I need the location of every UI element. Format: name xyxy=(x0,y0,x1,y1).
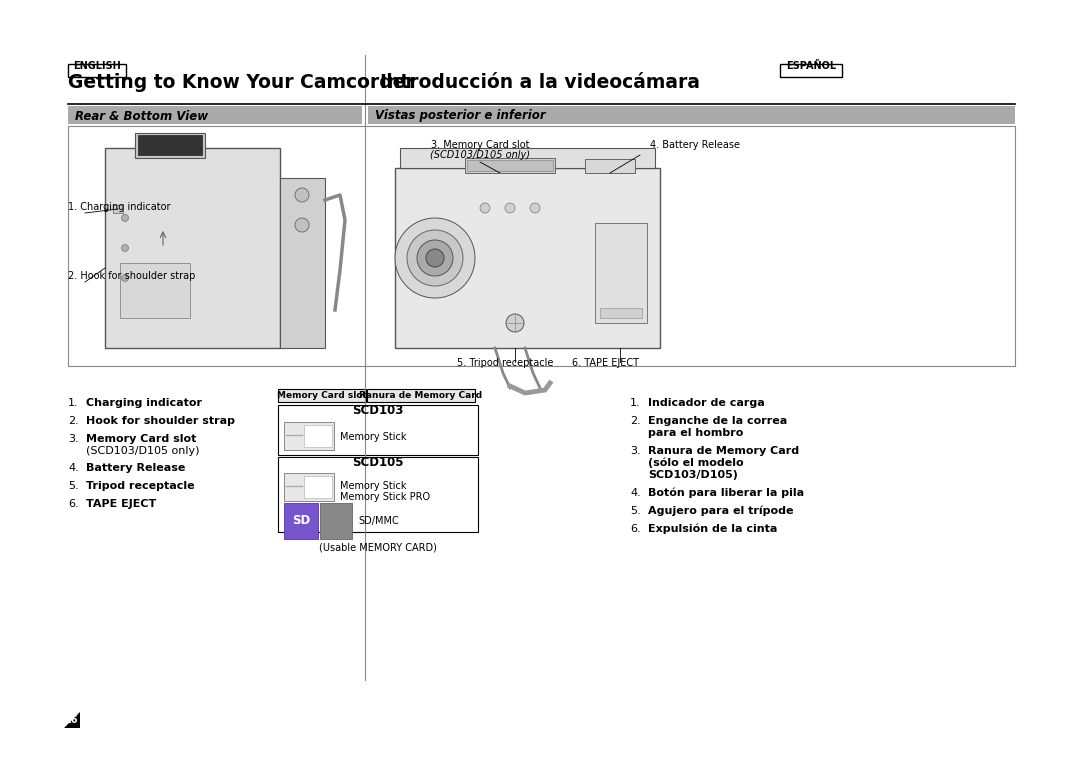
Circle shape xyxy=(530,203,540,213)
Bar xyxy=(120,263,190,318)
Text: para el hombro: para el hombro xyxy=(648,428,743,438)
Circle shape xyxy=(417,240,453,276)
Text: (SCD103/D105 only): (SCD103/D105 only) xyxy=(430,150,530,160)
Text: 6.: 6. xyxy=(630,524,640,534)
Bar xyxy=(595,223,647,323)
Text: (SCD103/D105 only): (SCD103/D105 only) xyxy=(86,446,200,456)
Text: 1.: 1. xyxy=(630,398,640,408)
Text: 1.: 1. xyxy=(68,398,79,408)
Text: Memory Stick PRO: Memory Stick PRO xyxy=(340,492,430,502)
Bar xyxy=(284,473,334,501)
Text: SCD103/D105): SCD103/D105) xyxy=(648,470,738,480)
Bar xyxy=(320,503,352,539)
Text: (Usable MEMORY CARD): (Usable MEMORY CARD) xyxy=(319,542,437,552)
Bar xyxy=(600,308,642,318)
Bar xyxy=(467,160,553,171)
Bar xyxy=(465,158,555,173)
Text: Tripod receptacle: Tripod receptacle xyxy=(86,481,194,491)
Text: Memory Card slot: Memory Card slot xyxy=(278,391,367,401)
Text: Hook for shoulder strap: Hook for shoulder strap xyxy=(86,416,235,426)
Text: 6.: 6. xyxy=(68,499,79,509)
Text: ENGLISH: ENGLISH xyxy=(73,61,121,71)
Text: Expulsión de la cinta: Expulsión de la cinta xyxy=(648,524,778,535)
Bar xyxy=(284,422,334,450)
Text: 4.: 4. xyxy=(68,463,79,473)
Bar xyxy=(367,389,475,402)
Text: 2.: 2. xyxy=(68,416,79,426)
Text: Getting to Know Your Camcorder: Getting to Know Your Camcorder xyxy=(68,73,415,92)
Circle shape xyxy=(480,203,490,213)
Bar xyxy=(138,135,202,155)
Text: Botón para liberar la pila: Botón para liberar la pila xyxy=(648,488,805,498)
Text: Ranura de Memory Card: Ranura de Memory Card xyxy=(648,446,799,456)
Circle shape xyxy=(121,244,129,252)
Circle shape xyxy=(121,214,129,221)
Circle shape xyxy=(426,249,444,267)
Text: SCD105: SCD105 xyxy=(352,456,404,469)
Bar xyxy=(780,64,842,77)
Bar xyxy=(284,503,318,539)
Text: 4. Battery Release: 4. Battery Release xyxy=(650,140,740,150)
Bar xyxy=(278,389,366,402)
Text: Rear & Bottom View: Rear & Bottom View xyxy=(75,110,208,123)
Text: Indicador de carga: Indicador de carga xyxy=(648,398,765,408)
Bar xyxy=(68,126,1015,366)
Bar xyxy=(280,178,325,348)
Bar xyxy=(278,405,478,455)
Text: (sólo el modelo: (sólo el modelo xyxy=(648,458,744,468)
Text: Introducción a la videocámara: Introducción a la videocámara xyxy=(380,73,700,92)
Text: 5. Tripod receptacle: 5. Tripod receptacle xyxy=(457,358,553,368)
Text: Memory Stick: Memory Stick xyxy=(340,432,406,442)
Circle shape xyxy=(505,203,515,213)
Bar xyxy=(278,457,478,532)
Text: Battery Release: Battery Release xyxy=(86,463,186,473)
Text: 3. Memory Card slot: 3. Memory Card slot xyxy=(431,140,529,150)
Circle shape xyxy=(121,275,129,282)
Text: 6. TAPE EJECT: 6. TAPE EJECT xyxy=(571,358,638,368)
Bar xyxy=(105,148,280,348)
Bar xyxy=(395,168,660,348)
Text: 2.: 2. xyxy=(630,416,640,426)
Text: Agujero para el trípode: Agujero para el trípode xyxy=(648,506,794,517)
Text: SCD103: SCD103 xyxy=(352,404,404,417)
Text: 16: 16 xyxy=(65,715,79,725)
Circle shape xyxy=(407,230,463,286)
Bar xyxy=(368,106,1015,124)
Polygon shape xyxy=(64,712,80,728)
Text: SD: SD xyxy=(292,514,310,527)
Text: SD/MMC: SD/MMC xyxy=(357,516,399,526)
Bar xyxy=(135,133,205,158)
Text: Memory Stick: Memory Stick xyxy=(340,481,406,491)
Circle shape xyxy=(295,218,309,232)
Text: TAPE EJECT: TAPE EJECT xyxy=(86,499,157,509)
Bar xyxy=(68,64,126,77)
Bar xyxy=(68,106,362,124)
Text: Memory Card slot: Memory Card slot xyxy=(86,434,197,444)
Text: Charging indicator: Charging indicator xyxy=(86,398,202,408)
Text: 5.: 5. xyxy=(68,481,79,491)
Circle shape xyxy=(295,188,309,202)
Text: Vistas posterior e inferior: Vistas posterior e inferior xyxy=(375,110,545,123)
Bar xyxy=(585,159,635,173)
Text: 4.: 4. xyxy=(630,488,640,498)
Bar xyxy=(303,476,332,498)
Bar xyxy=(113,205,123,213)
Text: 3.: 3. xyxy=(68,434,79,444)
Text: Enganche de la correa: Enganche de la correa xyxy=(648,416,787,426)
Text: 1. Charging indicator: 1. Charging indicator xyxy=(68,202,171,212)
Text: 2. Hook for shoulder strap: 2. Hook for shoulder strap xyxy=(68,271,195,281)
Bar xyxy=(400,148,654,168)
Text: ESPAÑOL: ESPAÑOL xyxy=(786,61,836,71)
Text: 5.: 5. xyxy=(630,506,640,516)
Text: 3.: 3. xyxy=(630,446,640,456)
Bar xyxy=(303,425,332,447)
Circle shape xyxy=(507,314,524,332)
Circle shape xyxy=(395,218,475,298)
Text: Ranura de Memory Card: Ranura de Memory Card xyxy=(360,391,483,401)
